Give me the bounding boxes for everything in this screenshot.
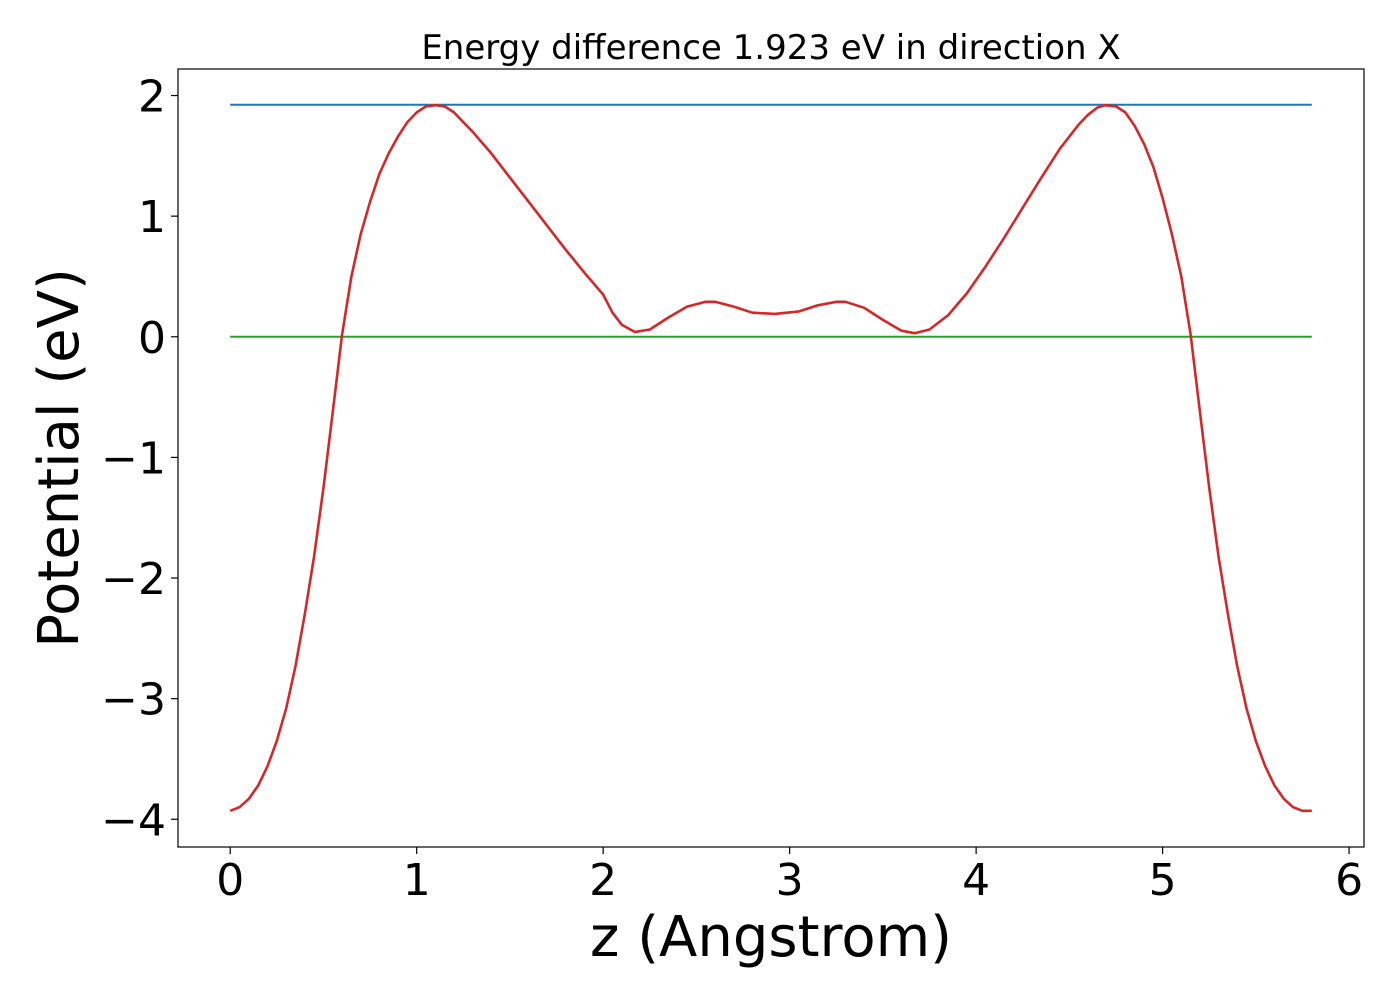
x-tick-label: 1 xyxy=(403,855,431,906)
y-tick-label: −1 xyxy=(101,433,166,484)
y-tick-label: −4 xyxy=(101,795,166,846)
x-tick-label: 0 xyxy=(216,855,244,906)
x-tick-label: 3 xyxy=(776,855,804,906)
series-line-0 xyxy=(229,103,1312,813)
ticks-layer: 0 1 2 3 4 5 6 2 1 0 −1 −2 −3 −4 xyxy=(101,72,1363,906)
x-tick-label: 5 xyxy=(1149,855,1177,906)
chart-title: Energy difference 1.923 eV in direction … xyxy=(421,28,1120,68)
x-tick-label: 4 xyxy=(962,855,990,906)
x-axis-label: z (Angstrom) xyxy=(590,905,952,970)
y-tick-label: 1 xyxy=(138,192,166,243)
y-axis-label: Potential (eV) xyxy=(27,268,92,648)
y-tick-label: 2 xyxy=(138,72,166,123)
y-tick-label: −3 xyxy=(101,675,166,726)
series-layer xyxy=(229,103,1312,813)
x-tick-label: 2 xyxy=(589,855,617,906)
y-tick-label: 0 xyxy=(138,313,166,364)
plot-frame xyxy=(177,68,1365,848)
y-tick-label: −2 xyxy=(101,554,166,605)
x-tick-label: 6 xyxy=(1335,855,1363,906)
